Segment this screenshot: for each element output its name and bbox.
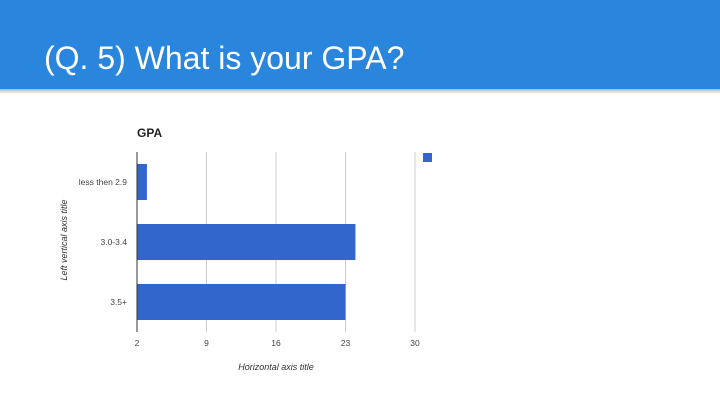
slide-title: (Q. 5) What is your GPA? [44, 40, 405, 76]
bar [137, 284, 346, 320]
x-tick-label: 16 [271, 338, 281, 348]
y-category-label: less then 2.9 [79, 177, 127, 187]
x-tick-label: 30 [410, 338, 420, 348]
header-shadow [0, 89, 720, 94]
legend-marker [423, 153, 432, 162]
bar [137, 224, 356, 260]
x-axis-title: Horizontal axis title [238, 362, 314, 372]
slide-header [0, 0, 720, 89]
x-tick-label: 2 [135, 338, 140, 348]
x-tick-label: 9 [204, 338, 209, 348]
x-tick-label: 23 [341, 338, 351, 348]
y-category-label: 3.0-3.4 [101, 237, 128, 247]
bar [137, 164, 147, 200]
chart-title: GPA [137, 126, 162, 140]
y-category-label: 3.5+ [110, 297, 127, 307]
y-axis-title: Left vertical axis title [59, 199, 69, 280]
